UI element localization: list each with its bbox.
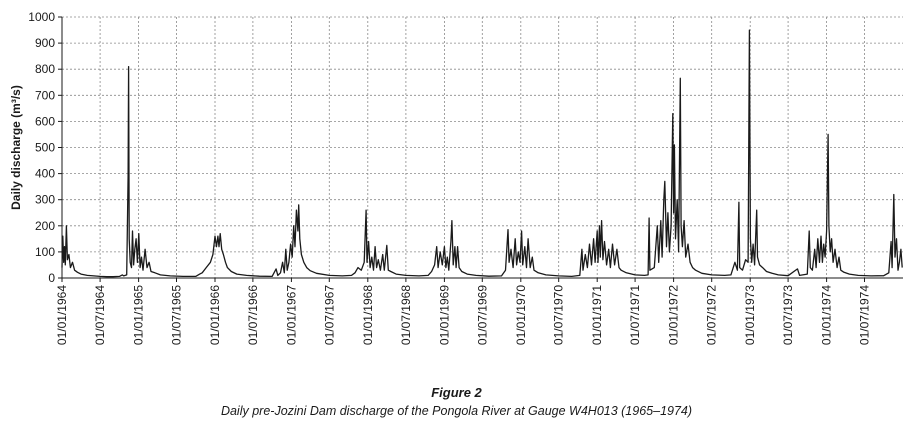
y-tick-label: 300 bbox=[35, 193, 55, 207]
x-tick-label: 01/01/1972 bbox=[667, 285, 681, 345]
figure-caption: Daily pre-Jozini Dam discharge of the Po… bbox=[220, 404, 693, 418]
x-tick-label: 01/07/1970 bbox=[552, 285, 566, 345]
x-tick-label: 01/01/1974 bbox=[820, 285, 834, 345]
y-tick-label: 500 bbox=[35, 141, 55, 155]
x-tick-label: 01/01/1967 bbox=[284, 285, 298, 345]
x-tick-label: 01/07/1965 bbox=[169, 285, 183, 345]
x-tick-label: 01/01/1969 bbox=[437, 285, 451, 345]
y-tick-label: 600 bbox=[35, 114, 55, 128]
x-tick-label: 01/01/1965 bbox=[132, 285, 146, 345]
y-tick-label: 100 bbox=[35, 245, 55, 259]
x-tick-label: 01/01/1968 bbox=[361, 285, 375, 345]
y-tick-label: 0 bbox=[48, 271, 55, 285]
x-tick-label: 01/01/1964 bbox=[55, 285, 69, 345]
x-tick-label: 01/07/1966 bbox=[246, 285, 260, 345]
x-tick-labels: 01/01/1964 01/07/1964 01/01/1965 01/07/1965… bbox=[55, 278, 871, 345]
y-tick-label: 200 bbox=[35, 219, 55, 233]
discharge-chart: 0 100 200 300 400 500 600 700 800 900 1000 01/01/1… bbox=[9, 10, 903, 345]
series-group bbox=[61, 29, 903, 278]
x-tick-label: 01/07/1972 bbox=[705, 285, 719, 345]
x-tick-label: 01/07/1969 bbox=[475, 285, 489, 345]
y-tick-label: 900 bbox=[35, 36, 55, 50]
figure-title: Figure 2 bbox=[431, 385, 482, 400]
x-tick-label: 01/07/1967 bbox=[322, 285, 336, 345]
x-tick-label: 01/07/1973 bbox=[781, 285, 795, 345]
x-tick-label: 01/01/1970 bbox=[514, 285, 528, 345]
y-tick-labels: 0 100 200 300 400 500 600 700 800 900 1000 bbox=[28, 10, 62, 285]
y-tick-label: 800 bbox=[35, 62, 55, 76]
x-tick-label: 01/01/1971 bbox=[590, 285, 604, 345]
x-tick-label: 01/01/1973 bbox=[743, 285, 757, 345]
x-tick-label: 01/07/1968 bbox=[399, 285, 413, 345]
y-axis-label: Daily discharge (m³/s) bbox=[9, 85, 23, 210]
x-tick-label: 01/07/1971 bbox=[628, 285, 642, 345]
discharge-series-line bbox=[61, 29, 903, 278]
x-tick-label: 01/07/1964 bbox=[93, 285, 107, 345]
y-tick-label: 700 bbox=[35, 88, 55, 102]
y-tick-label: 400 bbox=[35, 167, 55, 181]
x-tick-label: 01/01/1966 bbox=[208, 285, 222, 345]
x-tick-label: 01/07/1974 bbox=[857, 285, 871, 345]
y-tick-label: 1000 bbox=[28, 10, 55, 24]
